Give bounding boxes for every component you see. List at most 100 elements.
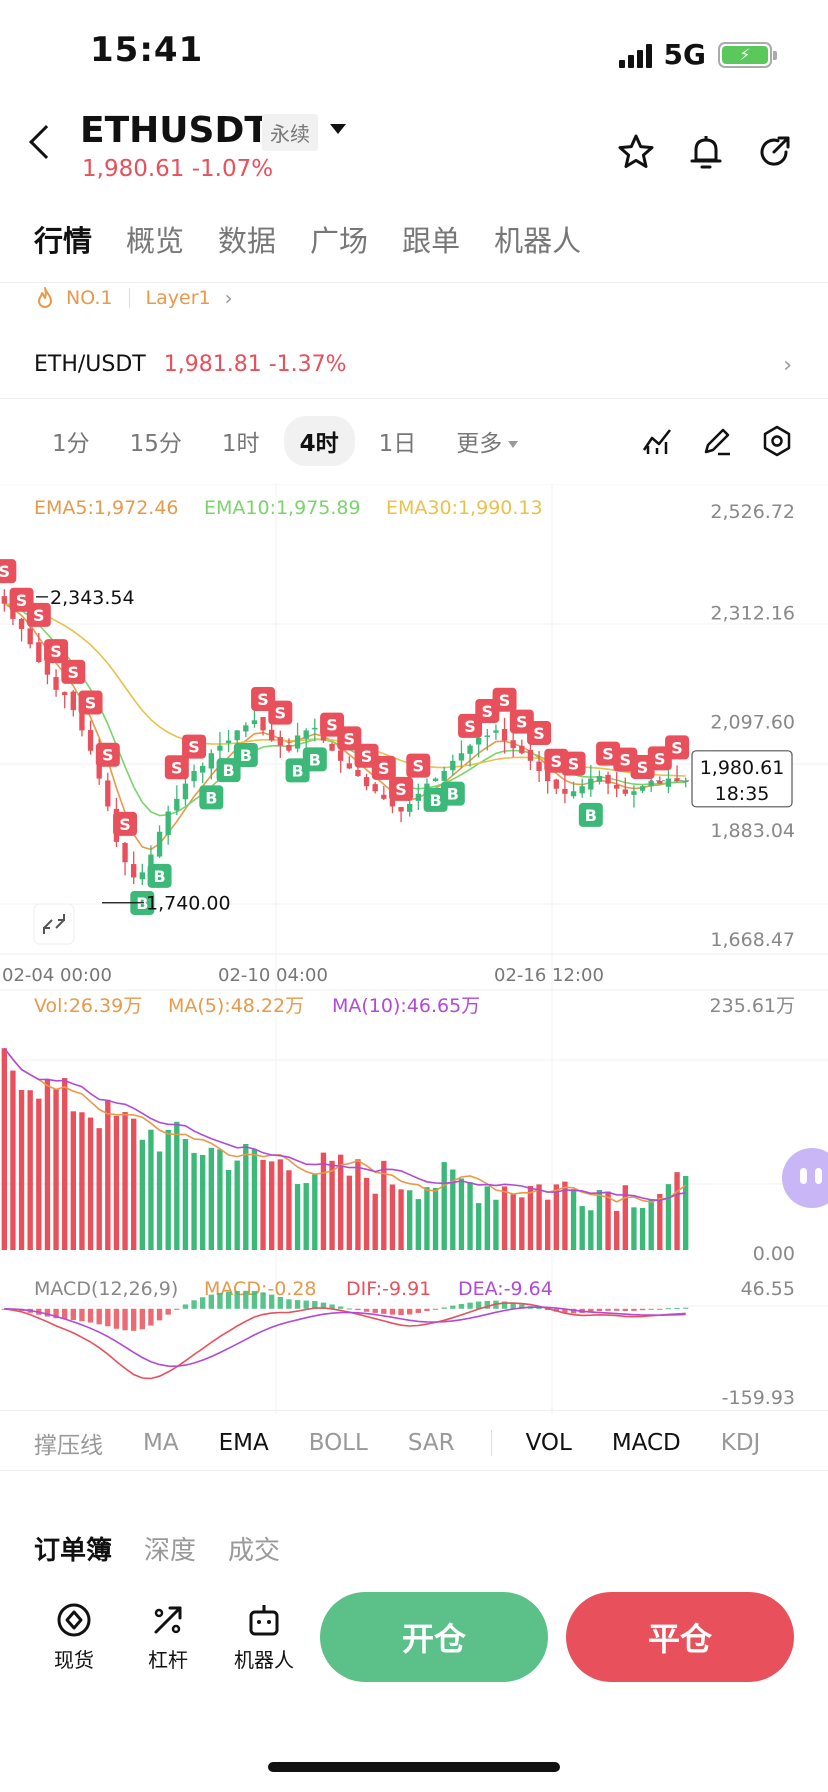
tag-row[interactable]: NO.1 Layer1 › <box>34 286 233 310</box>
marker-letter: B <box>153 867 165 886</box>
tab-depth[interactable]: 深度 <box>144 1536 197 1566</box>
order-tabs: 订单簿 深度 成交 <box>34 1530 280 1567</box>
volume-ma-line <box>3 1047 686 1202</box>
candle-body <box>165 811 171 835</box>
tab-data[interactable]: 数据 <box>218 224 277 258</box>
volume-bar <box>338 1154 344 1250</box>
draw-tool-icon[interactable] <box>700 424 734 458</box>
candle-body <box>363 777 370 787</box>
close-position-button[interactable]: 平仓 <box>566 1592 794 1682</box>
marker-letter: S <box>378 759 390 778</box>
volume-bar <box>355 1159 361 1250</box>
nav-spot-label: 现货 <box>54 1648 94 1672</box>
marker-badge <box>199 785 224 810</box>
symbol-title[interactable]: ETHUSDT <box>80 110 269 151</box>
sell-marker: S <box>44 639 69 664</box>
sell-marker: S <box>406 753 431 778</box>
nav-leverage[interactable]: 杠杆 <box>130 1600 206 1673</box>
volume-bar <box>536 1184 542 1250</box>
tab-overview[interactable]: 概览 <box>126 224 185 258</box>
star-icon[interactable] <box>616 132 656 172</box>
candle-body <box>622 789 628 794</box>
tab-trades[interactable]: 成交 <box>228 1536 281 1566</box>
indicator-ma[interactable]: MA <box>143 1430 179 1456</box>
candle-body <box>648 781 654 787</box>
nav-spot[interactable]: 现货 <box>36 1600 112 1673</box>
tab-market[interactable]: 行情 <box>34 224 93 258</box>
macd-histogram-bar <box>234 1290 240 1309</box>
indicator-boll[interactable]: BOLL <box>308 1430 368 1456</box>
macd-histogram-bar <box>217 1292 223 1309</box>
share-icon[interactable] <box>754 132 794 172</box>
assistant-bubble[interactable] <box>782 1148 828 1208</box>
volume-bar <box>605 1191 611 1250</box>
spot-price-row[interactable]: ETH/USDT 1,981.81 -1.37% <box>34 352 347 377</box>
timeframe-more-label: 更多 <box>456 431 503 457</box>
nav-bot[interactable]: 机器人 <box>226 1600 302 1673</box>
ema-legend-item: EMA5:1,972.46 <box>34 497 179 519</box>
timeframe-15m[interactable]: 15分 <box>129 431 182 457</box>
contract-type-badge[interactable]: 永续 <box>262 114 318 151</box>
timeframe-1h[interactable]: 1时 <box>221 431 260 457</box>
candle-body <box>536 761 542 771</box>
candle-body <box>493 730 499 733</box>
indicator-sar[interactable]: SAR <box>407 1430 455 1456</box>
indicator-kdj[interactable]: KDJ <box>720 1430 761 1456</box>
indicator-support-resistance[interactable]: 撑压线 <box>34 1433 103 1459</box>
volume-bar <box>639 1208 646 1250</box>
back-icon[interactable] <box>29 125 63 159</box>
buy-marker: B <box>578 802 603 827</box>
timeframe-4h[interactable]: 4时 <box>283 416 355 466</box>
candle-body <box>519 745 525 754</box>
macd-histogram-bar <box>320 1302 327 1309</box>
macd-axis-bottom: -159.93 <box>722 1387 795 1409</box>
tab-copy-trading[interactable]: 跟单 <box>402 224 461 258</box>
category-tag: Layer1 <box>145 287 211 309</box>
macd-histogram-bar <box>536 1308 542 1310</box>
tab-bots[interactable]: 机器人 <box>494 224 582 258</box>
volume-bar <box>105 1099 111 1250</box>
price-axis: 2,526.72 2,312.16 2,097.60 1,883.04 1,668.47 <box>710 501 795 951</box>
kline-chart[interactable]: EMA5:1,972.46 EMA10:1,975.89 EMA30:1,990.1… <box>0 484 828 1414</box>
vol-axis-top: 235.61万 <box>710 995 795 1017</box>
candle-body <box>338 750 344 761</box>
macd-histogram-bar <box>467 1302 473 1309</box>
candle-body <box>1 596 7 604</box>
symbol-dropdown-icon[interactable] <box>330 124 346 134</box>
timeframe-more[interactable]: 更多 <box>440 416 534 466</box>
volume-bar <box>631 1207 637 1250</box>
open-position-button[interactable]: 开仓 <box>320 1592 548 1682</box>
macd-histogram-bar <box>510 1302 516 1309</box>
indicator-macd[interactable]: MACD <box>611 1430 681 1456</box>
macd-histogram-bar <box>122 1308 128 1331</box>
chevron-right-icon[interactable]: › <box>783 353 792 378</box>
candle-body <box>191 770 197 782</box>
expand-icon-box <box>33 903 75 945</box>
candle-body <box>174 798 180 811</box>
bell-icon[interactable] <box>686 132 726 172</box>
candle-body <box>139 872 145 880</box>
candle-body <box>346 763 352 769</box>
countdown-label: 18:35 <box>715 783 770 805</box>
chart-settings-icon[interactable] <box>760 424 794 458</box>
indicator-icon[interactable] <box>640 424 674 458</box>
tab-square[interactable]: 广场 <box>310 224 369 258</box>
candle-body <box>148 854 154 871</box>
volume-bar <box>372 1193 378 1250</box>
macd-histogram-bar <box>243 1290 249 1309</box>
indicator-vol[interactable]: VOL <box>525 1430 572 1456</box>
timeframe-1d[interactable]: 1日 <box>378 431 417 457</box>
macd-histogram-bar <box>501 1301 508 1309</box>
volume-bar <box>346 1175 352 1250</box>
macd-histogram-bar <box>381 1308 387 1314</box>
indicator-ema[interactable]: EMA <box>218 1430 269 1456</box>
marker-letter: B <box>136 894 148 913</box>
tab-order-book[interactable]: 订单簿 <box>34 1536 113 1566</box>
candle-body <box>294 735 301 749</box>
signal-icon <box>618 42 652 68</box>
expand-icon[interactable] <box>33 903 75 945</box>
timeframe-1m[interactable]: 1分 <box>52 431 90 457</box>
candle-body <box>588 778 594 790</box>
marker-letter: S <box>516 713 528 732</box>
